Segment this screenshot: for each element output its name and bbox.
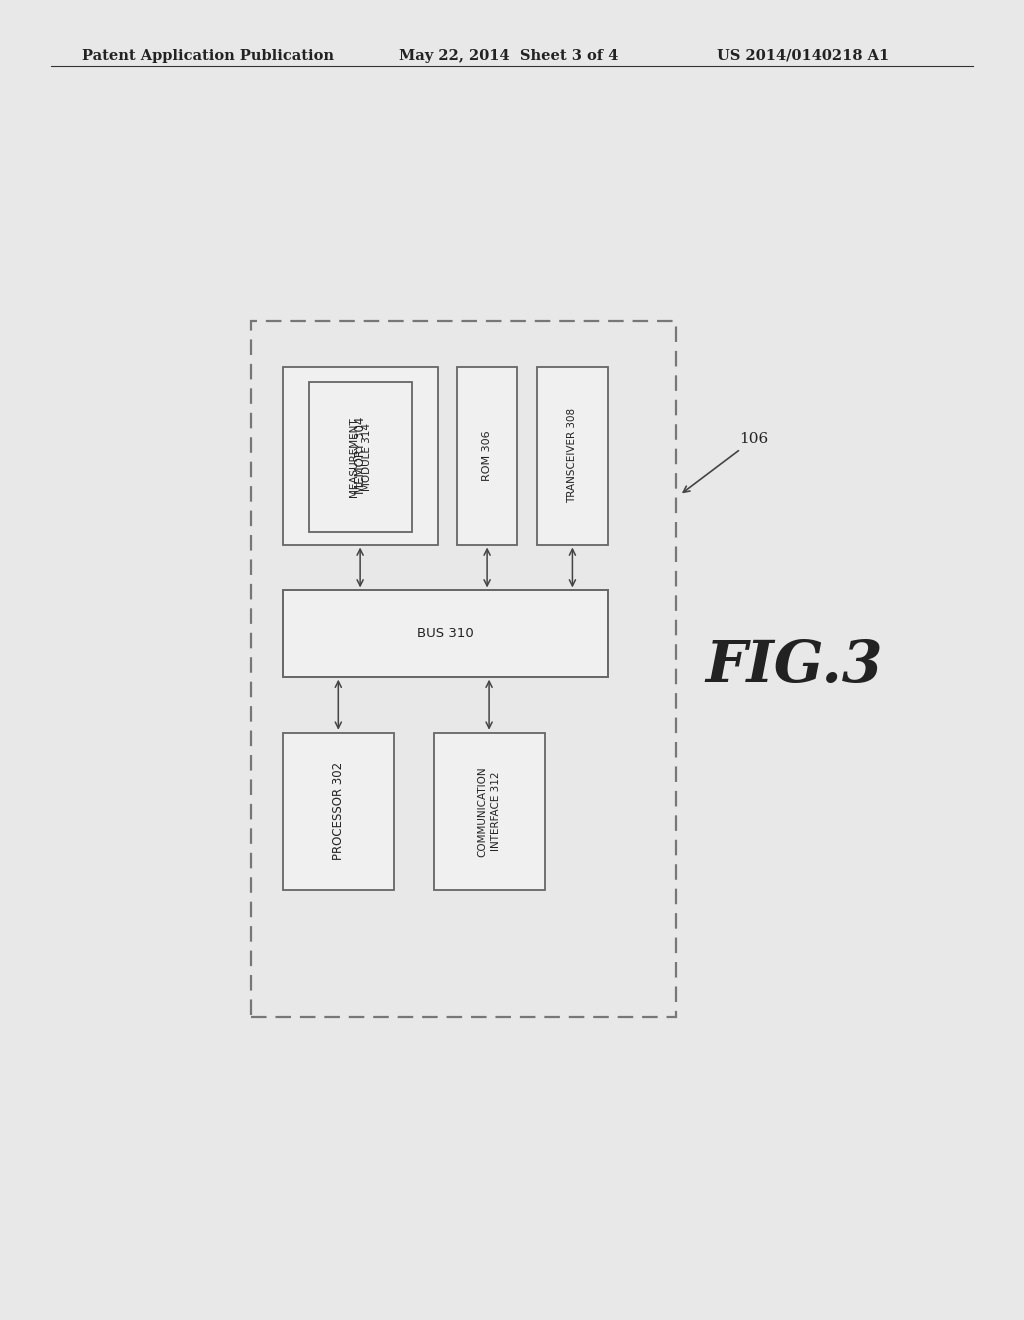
Text: MEASUREMENT
MODULE 314: MEASUREMENT MODULE 314	[349, 417, 372, 498]
Text: BUS 310: BUS 310	[417, 627, 474, 640]
Text: TRANSCEIVER 308: TRANSCEIVER 308	[567, 408, 578, 503]
Text: MEMORY 304: MEMORY 304	[353, 417, 367, 495]
Text: May 22, 2014  Sheet 3 of 4: May 22, 2014 Sheet 3 of 4	[399, 49, 618, 63]
Bar	[283, 590, 608, 677]
Text: 106: 106	[683, 432, 768, 492]
Text: Patent Application Publication: Patent Application Publication	[82, 49, 334, 63]
Bar	[537, 367, 608, 545]
Bar	[433, 733, 545, 890]
Bar	[283, 367, 437, 545]
Bar	[283, 733, 394, 890]
Text: ROM 306: ROM 306	[482, 430, 493, 480]
Text: COMMUNICATION
INTERFACE 312: COMMUNICATION INTERFACE 312	[477, 766, 501, 857]
Bar	[309, 381, 412, 532]
Text: PROCESSOR 302: PROCESSOR 302	[332, 763, 345, 861]
Bar	[251, 321, 676, 1018]
Bar	[458, 367, 517, 545]
Text: US 2014/0140218 A1: US 2014/0140218 A1	[717, 49, 889, 63]
Text: FIG.3: FIG.3	[706, 639, 884, 694]
